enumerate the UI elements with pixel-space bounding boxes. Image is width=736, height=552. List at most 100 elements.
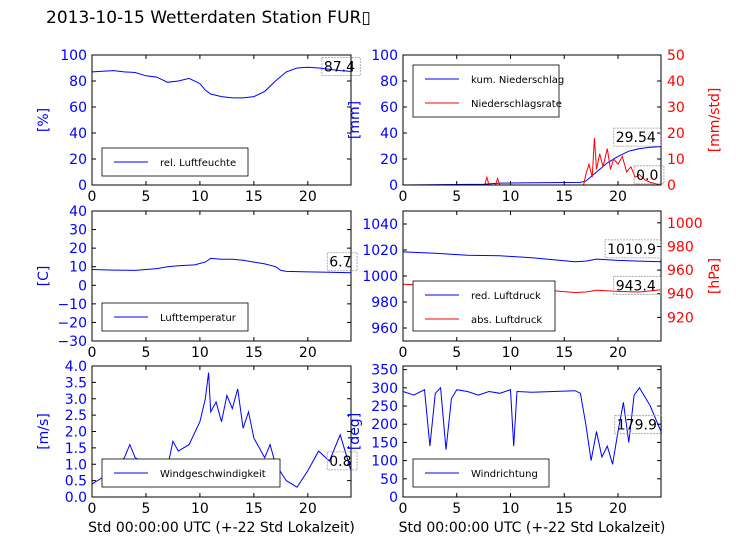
y-axis-label: [mm] — [347, 101, 363, 139]
x-tick-label: 15 — [245, 189, 263, 205]
y-tick-label: 1.0 — [65, 457, 87, 473]
y-tick-label: 3.5 — [65, 375, 87, 391]
x-tick-label: 10 — [191, 189, 209, 205]
y-tick-label-right: 0 — [667, 178, 676, 194]
y-tick-label: 100 — [60, 48, 87, 64]
series-line-1 — [403, 251, 661, 263]
annotation-box — [613, 275, 662, 295]
legend: rel. Luftfeuchte — [101, 147, 249, 177]
x-tick-label: 5 — [141, 189, 150, 205]
legend-label: Niederschlagsrate — [471, 99, 562, 110]
y-tick-label: 40 — [69, 126, 87, 142]
y-axis-label: [C] — [36, 266, 52, 287]
x-tick-label: 0 — [399, 501, 408, 517]
x-tick-label: 10 — [502, 345, 520, 361]
x-tick-label: 0 — [88, 189, 97, 205]
y-tick-label: 4.0 — [65, 359, 87, 375]
value-annotation: 29.54 — [616, 130, 656, 146]
x-tick-label: 10 — [502, 501, 520, 517]
legend: red. Luftdruck abs. Luftdruck — [412, 280, 556, 332]
y-axis-label: [m/s] — [36, 413, 52, 450]
annotation-box — [614, 415, 663, 435]
y-tick-label: 40 — [69, 204, 87, 220]
y-tick-label: 300 — [371, 381, 398, 397]
x-axis-label: Std 00:00:00 UTC (+-22 Std Lokalzeit) — [88, 520, 355, 536]
y-tick-label: 3.0 — [65, 392, 87, 408]
y-tick-label: −20 — [57, 315, 87, 331]
y-tick-label: 60 — [69, 100, 87, 116]
y-tick-label-right: 920 — [667, 310, 694, 326]
legend-box — [412, 458, 550, 488]
legend: Windrichtung — [412, 458, 550, 488]
y-tick-label: 1040 — [362, 217, 398, 233]
series-line-1 — [403, 386, 661, 465]
x-tick-label: 15 — [555, 189, 573, 205]
y-tick-label: 60 — [380, 100, 398, 116]
y-tick-label-right: 1000 — [667, 216, 703, 232]
y-tick-label-right: 10 — [667, 152, 685, 168]
legend-label: rel. Luftfeuchte — [160, 158, 236, 169]
y-tick-label-right: 50 — [667, 48, 685, 64]
y-tick-label: 30 — [69, 223, 87, 239]
chart-panel-5: 0 5 10 15 20 0.00.51.01.52.02.53.03.54.0 [m/s]… — [36, 359, 358, 536]
legend: Windgeschwindigkeit — [101, 458, 281, 488]
y-tick-label-right: 960 — [667, 263, 694, 279]
x-axis-label: Std 00:00:00 UTC (+-22 Std Lokalzeit) — [399, 520, 666, 536]
chart-panel-4: 0 5 10 15 20 960 980 1000 1020 1040 920 940 960 980 10… — [362, 210, 723, 361]
y-tick-label: 80 — [380, 74, 398, 90]
x-tick-label: 5 — [141, 501, 150, 517]
x-tick-label: 0 — [399, 345, 408, 361]
legend-box — [412, 280, 556, 332]
x-tick-label: 15 — [245, 345, 263, 361]
y-tick-label: 100 — [371, 48, 398, 64]
legend-label: abs. Luftdruck — [471, 315, 542, 326]
y-tick-label-right: 40 — [667, 74, 685, 90]
y-tick-label: 100 — [371, 454, 398, 470]
x-tick-label: 0 — [399, 189, 408, 205]
figure-title: 2013-10-15 Wetterdaten Station FUR▯ — [46, 8, 371, 28]
y-tick-label: 0.5 — [65, 474, 87, 490]
x-tick-label: 10 — [502, 189, 520, 205]
chart-panel-1: 0 5 10 15 20 0 20 40 60 80 100 [%] 87.4 rel. Luftfeuc… — [36, 48, 361, 205]
y-tick-label: 0.0 — [65, 490, 87, 506]
x-tick-label: 20 — [609, 501, 627, 517]
legend-label: kum. Niederschlag — [471, 75, 564, 86]
annotation-box — [604, 239, 662, 259]
y-axis-label-right: [hPa] — [707, 258, 723, 294]
legend: Lufttemperatur — [101, 302, 249, 332]
x-tick-label: 20 — [299, 345, 317, 361]
y-tick-label-right: 940 — [667, 287, 694, 303]
x-tick-label: 20 — [609, 345, 627, 361]
x-tick-label: 20 — [299, 501, 317, 517]
y-tick-label: 2.5 — [65, 408, 87, 424]
annotation-box — [613, 127, 662, 147]
y-tick-label: 80 — [69, 74, 87, 90]
y-tick-label: 1000 — [362, 269, 398, 285]
y-tick-label: 20 — [69, 241, 87, 257]
y-tick-label: 1020 — [362, 243, 398, 259]
series-line-1 — [92, 66, 351, 99]
plot-frame — [91, 54, 352, 186]
x-tick-label: 5 — [452, 501, 461, 517]
y-tick-label: 350 — [371, 363, 398, 379]
value-annotation: 87.4 — [324, 59, 355, 75]
y-tick-label-right: 20 — [667, 126, 685, 142]
value-annotation: 1010.9 — [607, 242, 656, 258]
y-tick-label: 0 — [78, 278, 87, 294]
y-tick-label: 20 — [380, 152, 398, 168]
series-line-1 — [403, 146, 661, 185]
x-tick-label: 20 — [299, 189, 317, 205]
value-annotation: 0.0 — [636, 168, 658, 184]
y-tick-label: 960 — [371, 321, 398, 337]
annotation-box — [321, 56, 361, 76]
y-tick-label: 1.5 — [65, 441, 87, 457]
y-tick-label: 200 — [371, 417, 398, 433]
value-annotation: 179.9 — [617, 418, 657, 434]
value-annotation: 0.8 — [329, 454, 351, 470]
y-tick-label: 40 — [380, 126, 398, 142]
x-tick-label: 20 — [609, 189, 627, 205]
y-tick-label: 0 — [78, 178, 87, 194]
plot-frame — [91, 210, 352, 342]
y-tick-label: 50 — [380, 472, 398, 488]
